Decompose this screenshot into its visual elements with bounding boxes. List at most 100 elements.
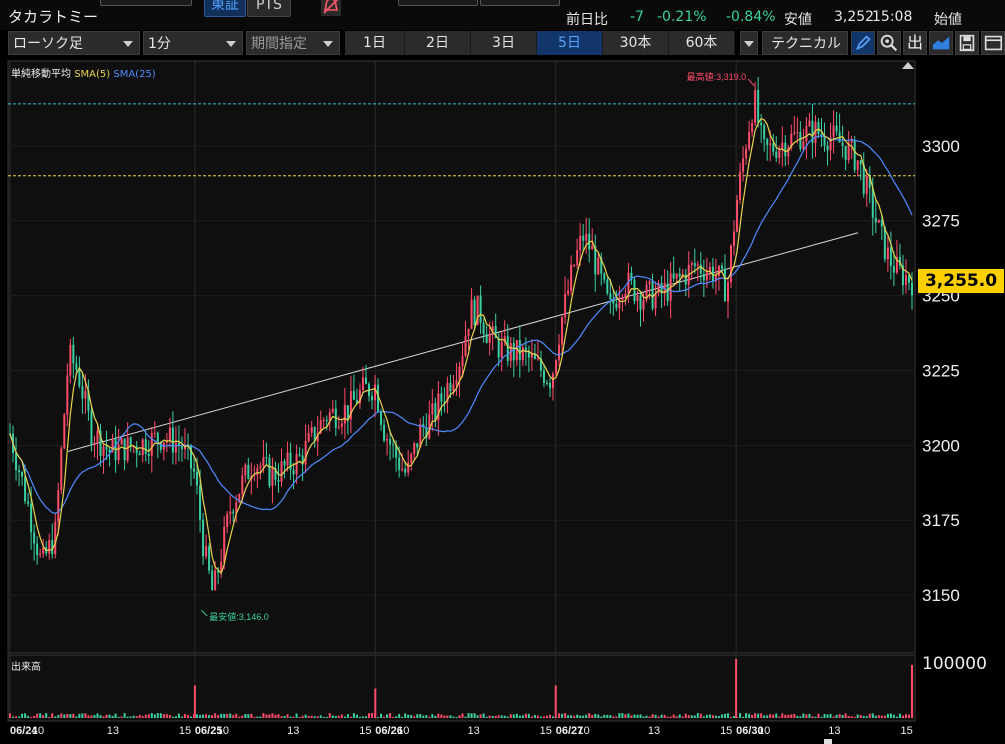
candle-body bbox=[748, 132, 750, 149]
save-icon[interactable] bbox=[955, 31, 979, 55]
candle-body bbox=[591, 246, 593, 250]
volume-bar bbox=[33, 716, 35, 718]
volume-bar bbox=[537, 716, 539, 718]
candle-body bbox=[308, 433, 310, 441]
volume-bar bbox=[498, 715, 500, 718]
volume-bar bbox=[202, 715, 204, 718]
volume-bar bbox=[615, 717, 617, 718]
header-box[interactable] bbox=[398, 0, 478, 6]
candle-body bbox=[525, 347, 527, 350]
volume-bar bbox=[670, 717, 672, 718]
candle-body bbox=[449, 383, 451, 391]
volume-bar bbox=[81, 713, 83, 718]
header-box[interactable] bbox=[100, 0, 192, 6]
scrollbar-thumb[interactable] bbox=[824, 739, 832, 744]
zoom-icon[interactable] bbox=[877, 31, 901, 55]
alert-bell-icon[interactable] bbox=[321, 0, 341, 16]
range-button-1d[interactable]: 1日 bbox=[345, 31, 405, 55]
range-button-3d[interactable]: 3日 bbox=[471, 31, 537, 55]
volume-bar bbox=[760, 713, 762, 718]
range-button-30bars[interactable]: 30本 bbox=[603, 31, 669, 55]
change-percent: -0.21% bbox=[657, 9, 707, 25]
candle-body bbox=[407, 463, 409, 473]
range-button-5d[interactable]: 5日 bbox=[537, 31, 603, 55]
volume-bar bbox=[489, 716, 491, 718]
candle-body bbox=[465, 336, 467, 356]
volume-bar bbox=[30, 717, 32, 718]
sma5-label: SMA(5) bbox=[74, 69, 110, 80]
volume-bar bbox=[676, 716, 678, 718]
volume-bar bbox=[235, 714, 237, 718]
volume-bar bbox=[573, 716, 575, 718]
candle-body bbox=[299, 454, 301, 455]
candle-body bbox=[106, 446, 108, 449]
pencil-icon[interactable] bbox=[851, 31, 875, 55]
volume-bar bbox=[908, 715, 910, 718]
volume-bar bbox=[769, 714, 771, 718]
interval-select[interactable]: 1分 bbox=[143, 31, 243, 55]
x-hour-label: 10 bbox=[217, 725, 229, 737]
candle-body bbox=[691, 263, 693, 265]
indicator-legend: 単純移動平均 SMA(5) SMA(25) bbox=[11, 65, 156, 80]
tab-tosho[interactable]: 東証 bbox=[204, 0, 246, 17]
candle-body bbox=[905, 275, 907, 285]
candle-body bbox=[486, 334, 488, 343]
candle-body bbox=[332, 409, 334, 413]
candle-body bbox=[851, 140, 853, 142]
candle-body bbox=[893, 266, 895, 273]
volume-bar bbox=[392, 717, 394, 718]
volume-bar bbox=[561, 714, 563, 718]
candle-body bbox=[392, 444, 394, 445]
volume-bar bbox=[100, 715, 102, 718]
volume-bar bbox=[196, 714, 198, 718]
area-chart-icon[interactable] bbox=[929, 31, 953, 55]
volume-bar bbox=[36, 714, 38, 718]
chart-area[interactable]: 3150 3175 3200 3225 3250 3275 3300 06/24 10 13 15… bbox=[0, 57, 1005, 744]
candle-body bbox=[139, 453, 141, 455]
volume-bar bbox=[516, 714, 518, 718]
period-select[interactable]: 期間指定 bbox=[246, 31, 340, 55]
range-button-60bars[interactable]: 60本 bbox=[669, 31, 735, 55]
candle-body bbox=[799, 132, 801, 149]
volume-bar bbox=[486, 717, 488, 718]
candle-body bbox=[564, 294, 566, 317]
volume-bar bbox=[115, 714, 117, 718]
volume-bar bbox=[15, 716, 17, 718]
technical-button[interactable]: テクニカル bbox=[762, 31, 848, 55]
chart-type-value: ローソク足 bbox=[13, 36, 83, 52]
candle-body bbox=[519, 340, 521, 360]
candle-body bbox=[145, 439, 147, 453]
volume-bar bbox=[570, 715, 572, 718]
candle-body bbox=[649, 281, 651, 284]
chart-type-select[interactable]: ローソク足 bbox=[8, 31, 140, 55]
volume-bar bbox=[106, 715, 108, 718]
volume-axis-label: 100000 bbox=[922, 654, 987, 674]
more-ranges-dropdown[interactable] bbox=[740, 31, 758, 55]
candle-body bbox=[374, 385, 376, 401]
volume-bar bbox=[452, 717, 454, 718]
volume-bar bbox=[431, 714, 433, 718]
candle-body bbox=[733, 232, 735, 246]
volume-bar bbox=[217, 715, 219, 718]
y-tick-label: 3225 bbox=[922, 361, 960, 380]
volume-icon[interactable]: 出 bbox=[903, 31, 927, 55]
window-icon[interactable] bbox=[981, 31, 1005, 55]
volume-bar bbox=[468, 713, 470, 718]
volume-bar bbox=[84, 713, 86, 718]
candle-body bbox=[887, 247, 889, 259]
candle-body bbox=[151, 433, 153, 456]
chevron-down-icon bbox=[123, 41, 133, 47]
candle-body bbox=[341, 423, 343, 426]
x-hour-label: 13 bbox=[468, 725, 480, 737]
header-box[interactable] bbox=[480, 0, 560, 6]
volume-spike bbox=[374, 689, 376, 719]
low-marker-label: 最安値:3,146.0 bbox=[209, 611, 269, 622]
candle-body bbox=[118, 444, 120, 460]
candle-body bbox=[124, 439, 126, 461]
candle-body bbox=[724, 269, 726, 302]
tab-pts[interactable]: PTS bbox=[247, 0, 291, 17]
range-button-2d[interactable]: 2日 bbox=[405, 31, 471, 55]
volume-bar bbox=[513, 715, 515, 718]
x-hour-label: 13 bbox=[828, 725, 840, 737]
